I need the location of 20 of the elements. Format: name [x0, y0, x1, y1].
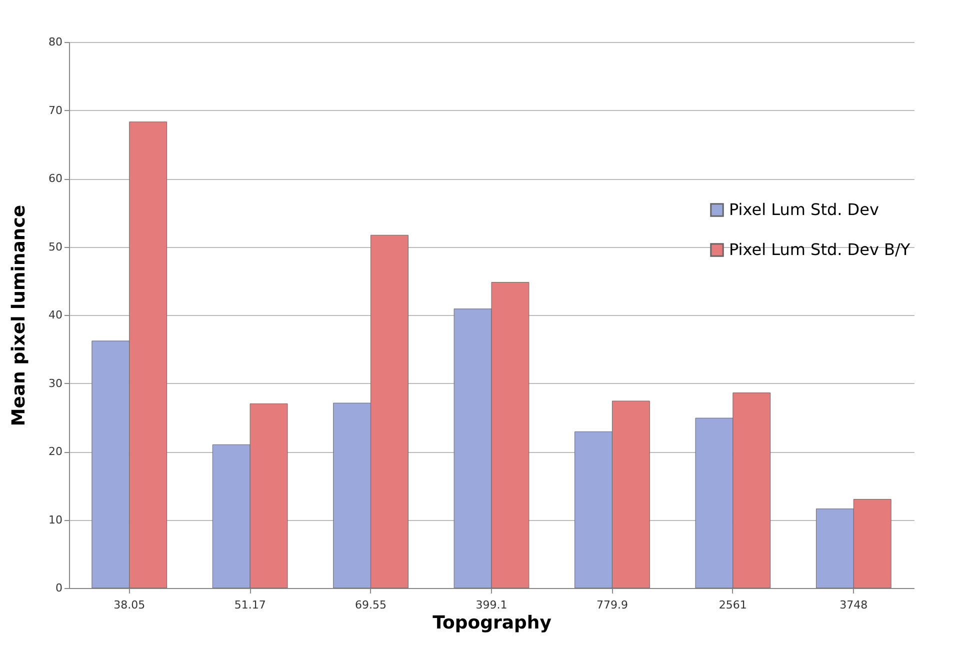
- x-tick-label: 3748: [840, 598, 868, 612]
- legend-label: Pixel Lum Std. Dev B/Y: [729, 240, 910, 259]
- x-axis-title: Topography: [432, 612, 552, 634]
- y-tick-label: 70: [48, 104, 62, 117]
- x-tick-label: 51.17: [234, 598, 266, 612]
- x-tick-label: 399.1: [476, 598, 508, 612]
- y-tick-label: 80: [48, 36, 62, 48]
- y-tick-label: 50: [48, 240, 62, 254]
- y-tick-label: 40: [48, 308, 62, 322]
- y-tick-label: 60: [48, 172, 62, 185]
- x-tick-label: 2561: [718, 598, 747, 612]
- y-tick-label: 10: [48, 513, 62, 526]
- y-tick-label: 20: [48, 445, 62, 458]
- y-tick-label: 30: [48, 376, 62, 390]
- legend-label: Pixel Lum Std. Dev: [729, 200, 879, 219]
- x-tick-label: 69.55: [355, 598, 387, 612]
- x-tick-label: 779.9: [596, 598, 628, 612]
- x-tick-label: 38.05: [114, 598, 146, 612]
- y-axis-title: Mean pixel luminance: [8, 204, 30, 426]
- y-tick-label: 0: [56, 582, 62, 594]
